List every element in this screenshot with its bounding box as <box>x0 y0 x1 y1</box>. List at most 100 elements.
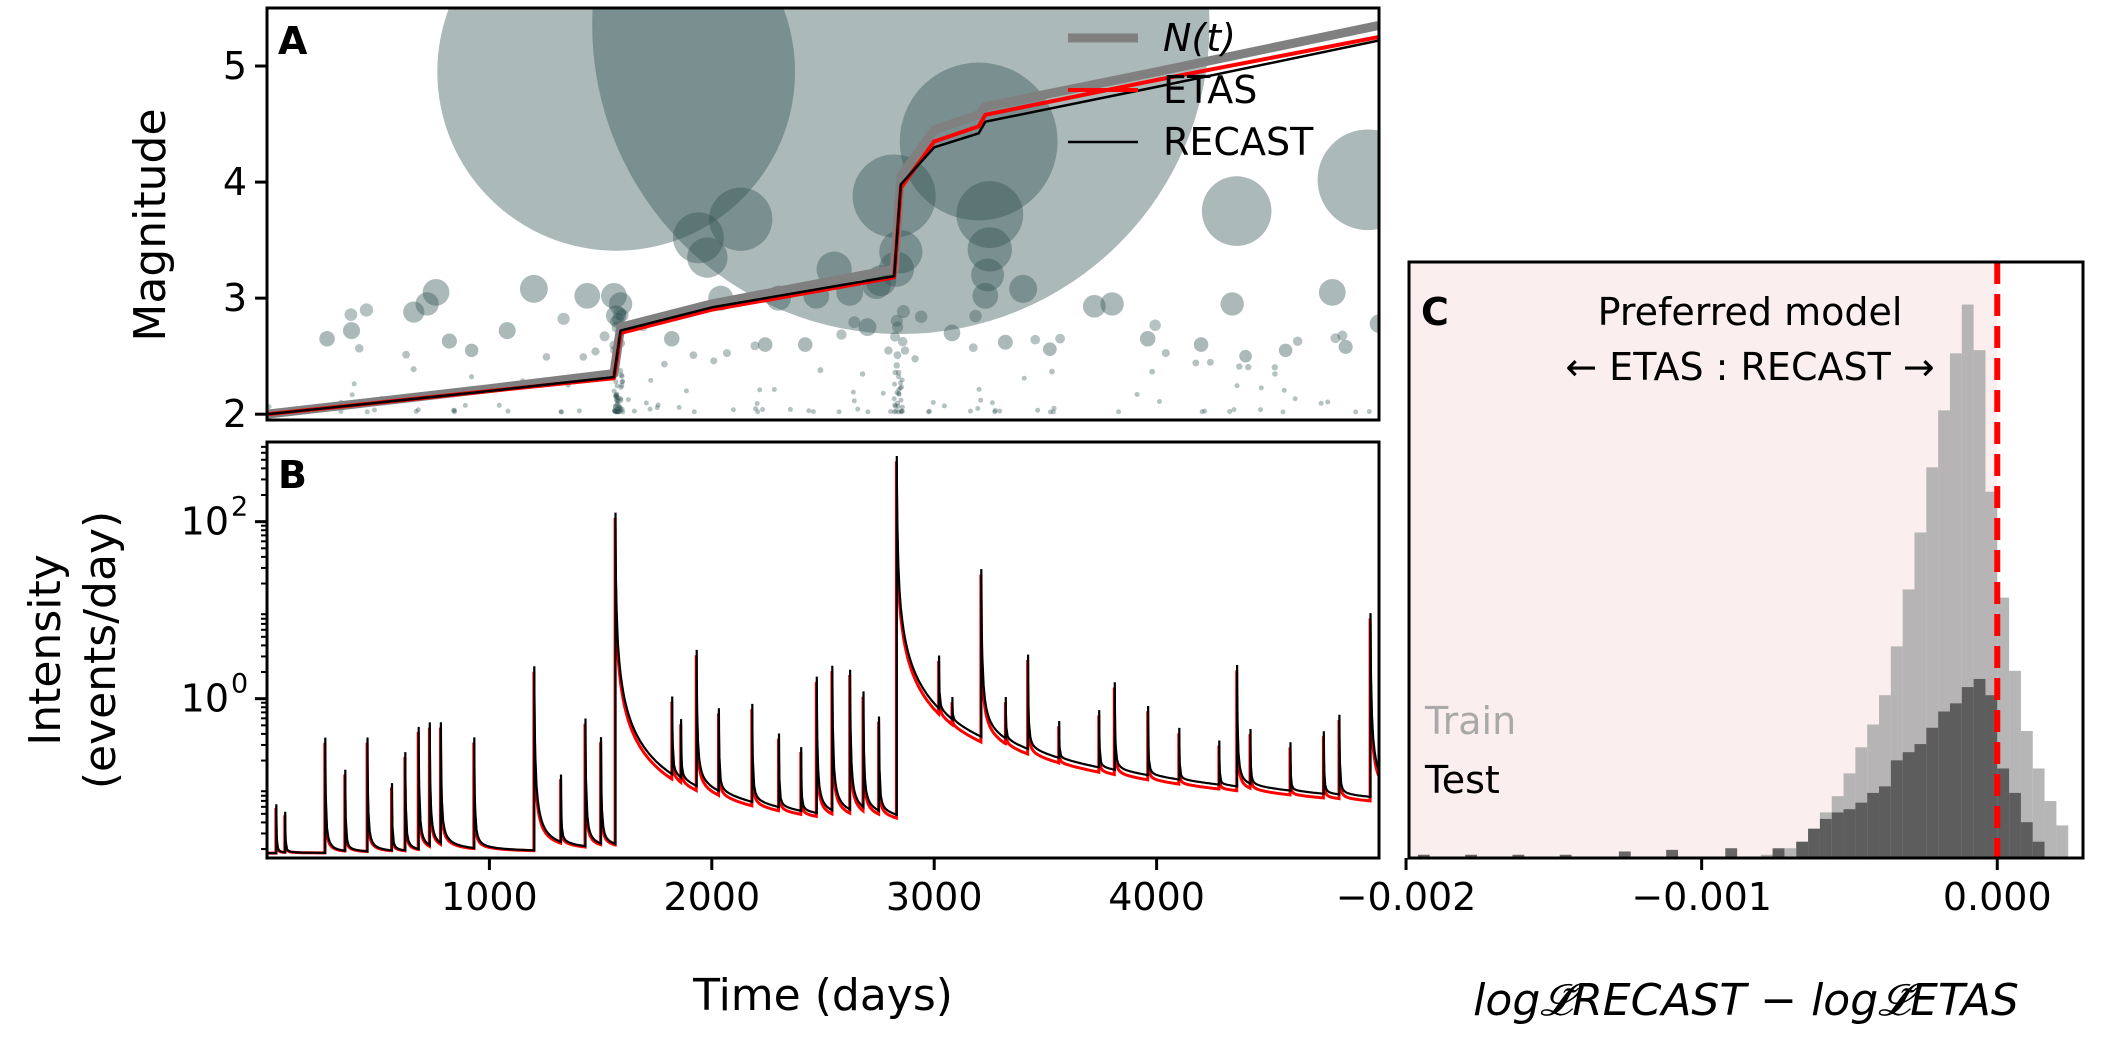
panel-a-letter: A <box>278 19 308 63</box>
panel-b-x-tick-label: 2000 <box>663 875 760 919</box>
panel-a-y-tick-label: 4 <box>223 160 247 204</box>
earthquake-event-marker <box>614 394 620 400</box>
panel-a-y-tick-label: 5 <box>223 44 247 88</box>
earthquake-event-marker <box>892 369 899 376</box>
earthquake-event-marker <box>648 377 654 383</box>
earthquake-event-marker <box>896 374 902 380</box>
earthquake-event-marker <box>689 351 698 360</box>
histogram-bar-test <box>2032 841 2045 858</box>
earthquake-event-marker <box>319 330 335 347</box>
earthquake-event-marker <box>893 408 899 414</box>
earthquake-event-marker <box>451 407 457 413</box>
earthquake-event-marker <box>359 303 374 317</box>
earthquake-event-marker <box>1134 391 1140 397</box>
earthquake-event-marker <box>1258 385 1264 391</box>
panel-b-y-axis-label-line1: Intensity <box>20 554 71 746</box>
earthquake-event-marker <box>618 384 624 390</box>
earthquake-event-marker <box>971 258 1005 292</box>
earthquake-event-marker <box>757 387 763 393</box>
histogram-bar-test <box>1772 848 1785 858</box>
earthquake-event-marker <box>893 362 901 369</box>
panel-b-y-axis-label-line2: (events/day) <box>75 511 126 789</box>
histogram-bar-test <box>1949 703 1962 858</box>
earthquake-event-marker <box>888 408 894 414</box>
earthquake-event-marker <box>452 409 458 415</box>
histogram-bar-test <box>1973 678 1986 858</box>
panel-a-y-axis-label: Magnitude <box>125 108 176 341</box>
earthquake-event-marker <box>771 386 777 392</box>
earthquake-event-marker <box>817 367 824 374</box>
earthquake-event-marker <box>498 322 516 340</box>
histogram-bar-train <box>1961 304 1974 858</box>
earthquake-event-marker <box>643 400 649 406</box>
earthquake-event-marker <box>1325 399 1331 405</box>
earthquake-event-marker <box>351 381 357 387</box>
earthquake-event-marker <box>422 278 450 306</box>
panel-a-cumulative-lines <box>267 20 1379 419</box>
earthquake-event-marker <box>1258 407 1264 413</box>
earthquake-event-marker <box>611 388 617 394</box>
earthquake-event-marker <box>1206 358 1214 366</box>
earthquake-event-marker <box>342 322 361 340</box>
histogram-bar-test <box>1926 727 1939 858</box>
histogram-bar-train <box>1879 695 1891 858</box>
histogram-bar-test <box>1725 848 1738 858</box>
earthquake-event-marker <box>891 396 897 402</box>
earthquake-event-marker <box>579 353 588 361</box>
histogram-bar-test <box>1559 854 1572 858</box>
earthquake-event-marker <box>617 405 623 411</box>
earthquake-event-marker <box>614 406 620 412</box>
earthquake-event-marker <box>615 408 621 414</box>
earthquake-event-marker <box>1239 349 1252 363</box>
earthquake-event-marker <box>687 237 728 278</box>
earthquake-event-marker <box>617 404 623 410</box>
earthquake-event-marker <box>760 407 766 413</box>
earthquake-event-marker <box>601 282 627 309</box>
earthquake-event-marker <box>895 403 901 409</box>
earthquake-event-marker <box>614 397 620 403</box>
histogram-bar-test <box>1819 818 1832 858</box>
legend-label: RECAST <box>1163 120 1314 164</box>
panel-a: 2 3 4 5 A Magnitude <box>125 6 1381 436</box>
panel-c-letter: C <box>1421 290 1449 334</box>
histogram-bar-train <box>1949 353 1962 858</box>
earthquake-event-marker <box>437 8 795 251</box>
earthquake-event-marker <box>894 390 900 396</box>
earthquake-event-marker <box>710 357 718 365</box>
earthquake-event-marker <box>519 274 548 303</box>
histogram-bar-train <box>1985 491 1998 858</box>
earthquake-event-marker <box>496 402 502 408</box>
earthquake-event-marker <box>613 393 619 399</box>
earthquake-event-marker <box>1271 364 1278 371</box>
earthquake-event-marker <box>1366 409 1372 415</box>
histogram-bar-test <box>1831 812 1844 858</box>
earthquake-event-marker <box>402 350 411 359</box>
earthquake-event-marker <box>797 337 813 352</box>
histogram-bar-test <box>2020 822 2033 858</box>
intensity-line-recast <box>267 455 1379 855</box>
earthquake-event-marker <box>896 409 902 415</box>
earthquake-event-marker <box>664 330 680 347</box>
earthquake-event-marker <box>620 409 626 415</box>
earthquake-event-marker <box>619 406 625 412</box>
panel-b-y-tick-exponent: 2 <box>231 492 248 523</box>
earthquake-event-marker <box>1149 319 1161 331</box>
earthquake-event-marker <box>1192 359 1200 367</box>
histogram-bar-test <box>1985 695 1998 858</box>
histogram-bar-test <box>1465 854 1477 858</box>
histogram-bar-train <box>1997 597 2010 858</box>
earthquake-event-marker <box>836 409 842 415</box>
earthquake-event-marker <box>956 181 1024 248</box>
earthquake-event-marker <box>1369 314 1379 333</box>
panel-c-x-tick-label: 0.000 <box>1943 875 2052 919</box>
histogram-bar-train <box>1902 589 1915 858</box>
earthquake-event-marker <box>614 397 620 403</box>
earthquake-event-marker <box>619 382 625 388</box>
panel-c-frame <box>1407 260 2085 860</box>
earthquake-event-marker <box>619 373 625 379</box>
earthquake-event-marker <box>615 409 621 415</box>
earthquake-event-marker <box>576 408 582 414</box>
earthquake-event-marker <box>574 282 601 309</box>
panel-c-x-tick-label: −0.001 <box>1631 875 1772 919</box>
